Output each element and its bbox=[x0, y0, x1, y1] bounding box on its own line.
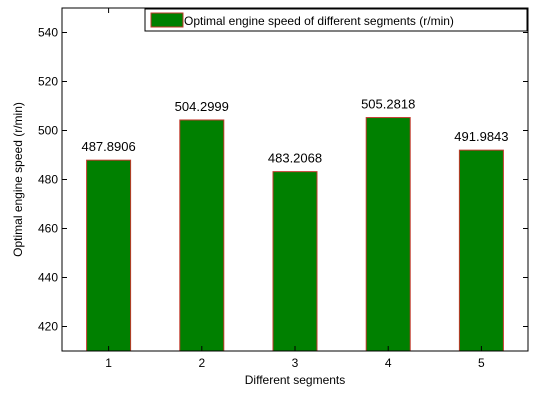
x-tick-label: 5 bbox=[478, 356, 485, 370]
y-tick-label: 480 bbox=[38, 173, 58, 187]
bar-1 bbox=[86, 159, 132, 352]
x-tick-label: 4 bbox=[385, 356, 392, 370]
data-labels: 487.8906 504.2999 483.2068 505.2818 491.9843 bbox=[81, 97, 508, 166]
bars bbox=[86, 117, 504, 352]
x-tick-label: 2 bbox=[198, 356, 205, 370]
data-label-2: 504.2999 bbox=[175, 99, 229, 114]
legend-box bbox=[144, 8, 528, 32]
y-axis-title: Optimal engine speed (r/min) bbox=[11, 102, 25, 257]
y-tick-label: 520 bbox=[38, 75, 58, 89]
x-tick-label: 1 bbox=[105, 356, 112, 370]
legend-swatch bbox=[150, 12, 184, 28]
y-tick-label: 420 bbox=[38, 320, 58, 334]
bar-4 bbox=[365, 117, 411, 352]
y-tick-label: 540 bbox=[38, 26, 58, 40]
legend-label: Optimal engine speed of different segmen… bbox=[184, 14, 454, 28]
y-tick-label: 440 bbox=[38, 271, 58, 285]
data-label-3: 483.2068 bbox=[268, 151, 322, 166]
bar-2 bbox=[179, 119, 225, 352]
plot-frame bbox=[61, 7, 529, 352]
x-tick-label: 3 bbox=[292, 356, 299, 370]
x-axis-title: Different segments bbox=[245, 373, 346, 387]
bar-3 bbox=[272, 171, 318, 352]
y-tick-label: 460 bbox=[38, 222, 58, 236]
bar-5 bbox=[458, 149, 504, 352]
y-axis-ticks: 420 440 460 480 500 520 540 bbox=[38, 26, 528, 334]
data-label-1: 487.8906 bbox=[81, 139, 135, 154]
data-label-4: 505.2818 bbox=[361, 97, 415, 112]
legend: Optimal engine speed of different segmen… bbox=[144, 8, 528, 32]
y-tick-label: 500 bbox=[38, 124, 58, 138]
data-label-5: 491.9843 bbox=[454, 129, 508, 144]
